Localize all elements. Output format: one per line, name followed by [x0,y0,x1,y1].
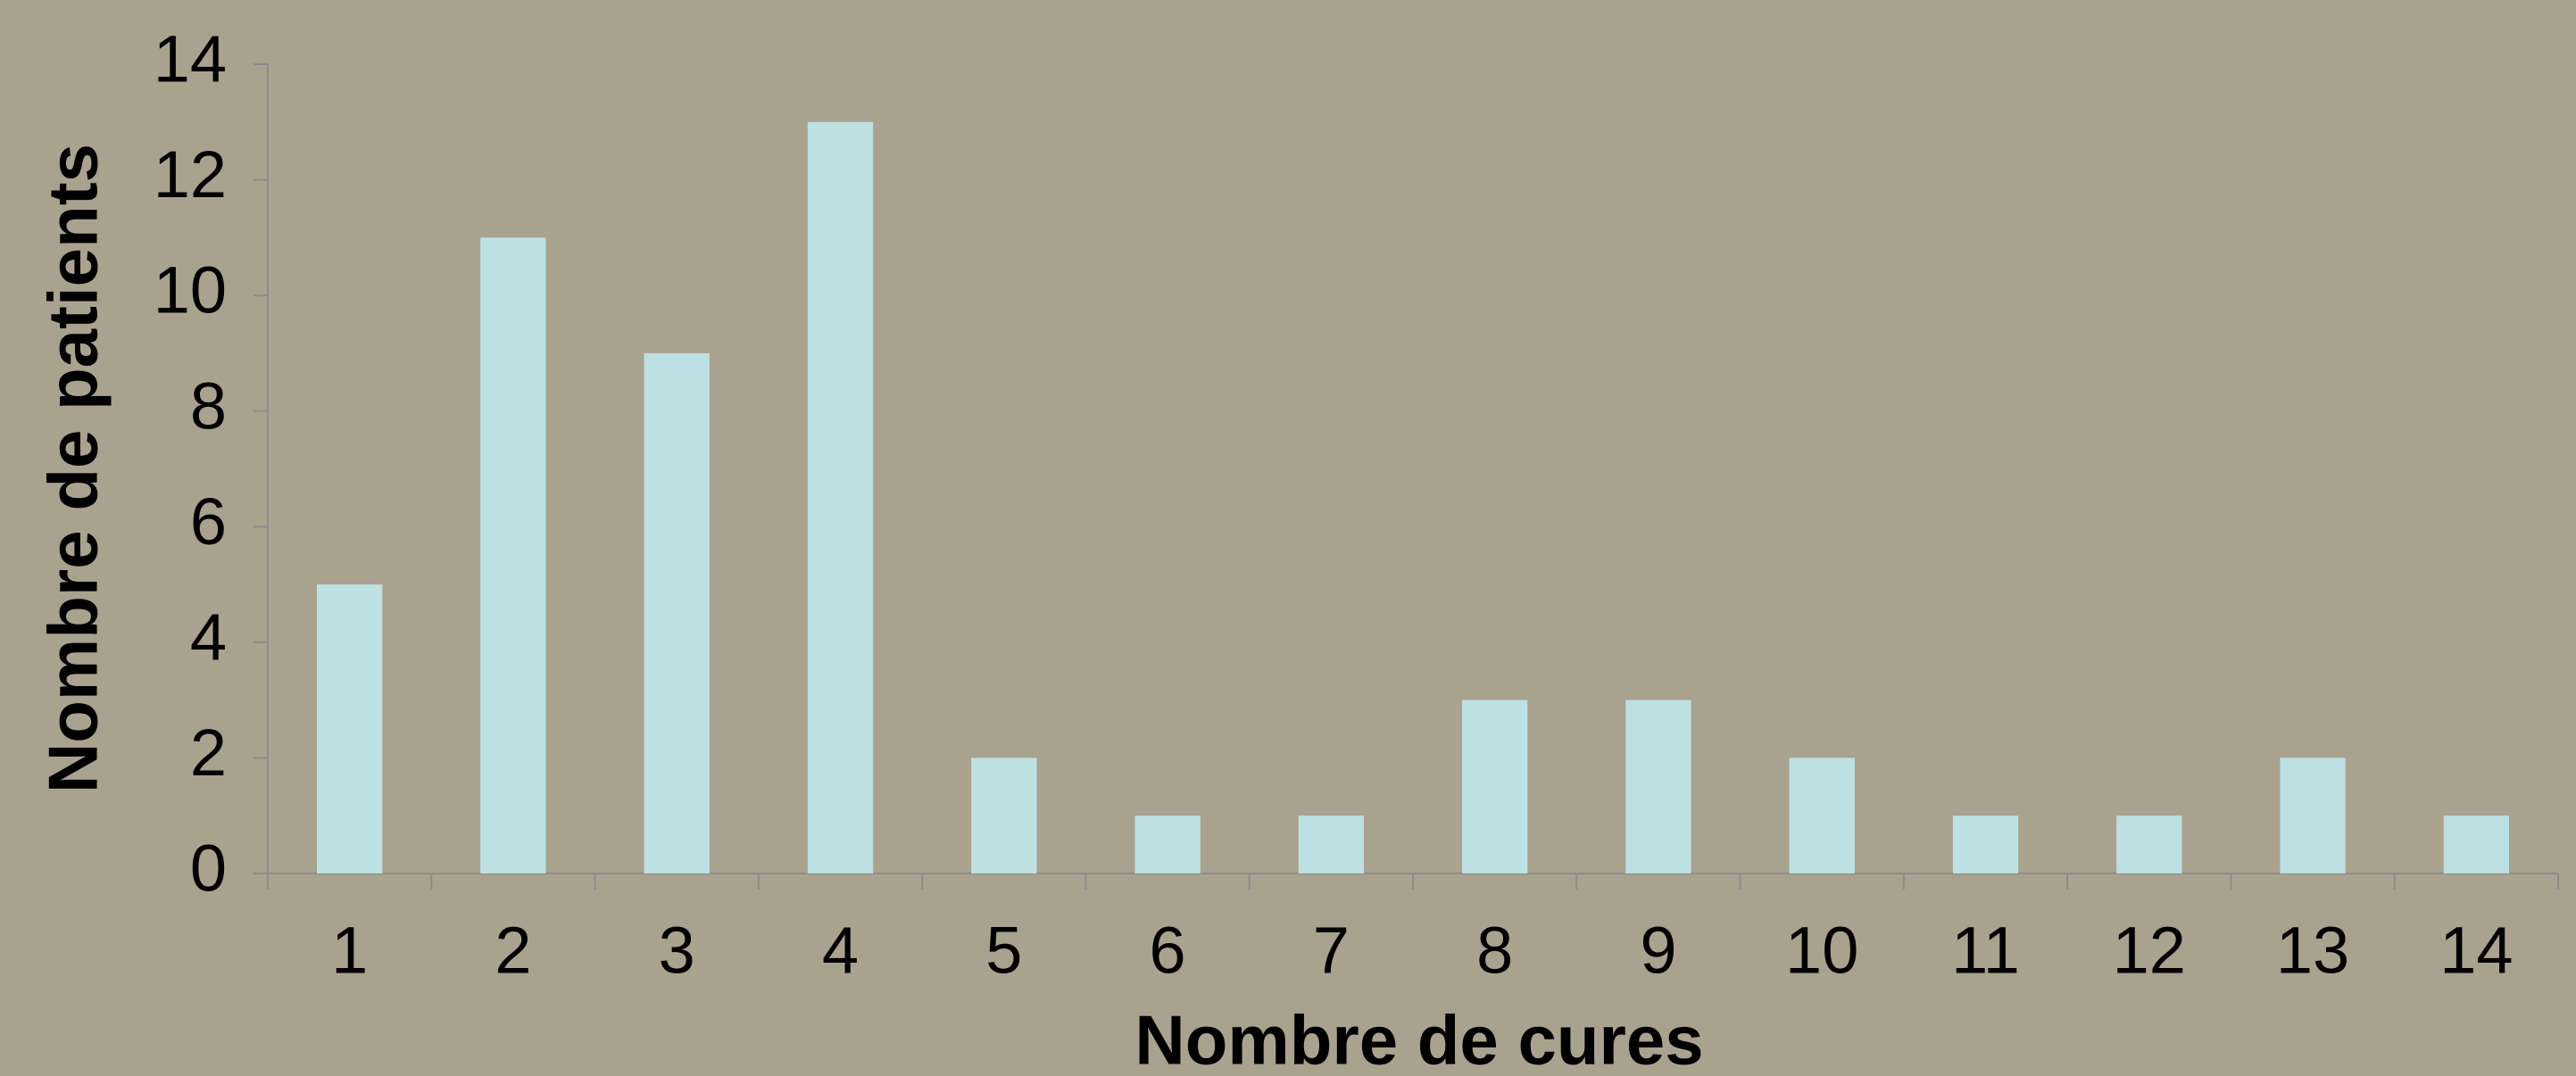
x-tick-label: 2 [494,914,531,988]
x-tick-label: 8 [1476,914,1513,988]
bar [2116,815,2182,873]
bar [1625,699,1691,873]
y-axis-label: Nombre de patients [34,144,112,793]
y-tick-label: 8 [190,368,227,443]
x-tick-label: 5 [985,914,1022,988]
x-tick-label: 10 [1785,914,1858,988]
x-axis-label: Nombre de cures [1134,1001,1703,1076]
bar [971,757,1037,873]
bar [1298,815,1365,873]
x-tick-label: 11 [1951,914,2020,988]
x-tick-label: 12 [2113,914,2186,988]
bar [644,352,710,873]
bar [2280,757,2346,873]
x-tick-label: 4 [822,914,859,988]
y-tick-label: 2 [190,716,227,790]
bar [316,584,383,873]
y-tick-label: 12 [154,137,227,211]
y-tick-label: 14 [154,22,227,96]
x-tick-label: 13 [2276,914,2349,988]
bar [807,121,874,874]
x-tick-label: 1 [331,914,368,988]
bar [1952,815,2019,873]
x-tick-label: 3 [659,914,695,988]
bar [1789,757,1855,873]
y-tick-label: 6 [190,484,227,559]
bar [480,237,546,873]
bar [2443,815,2510,873]
y-tick-label: 0 [190,832,227,906]
bar [1461,699,1528,873]
y-tick-label: 10 [154,253,227,327]
x-tick-label: 14 [2439,914,2513,988]
x-tick-label: 9 [1640,914,1676,988]
y-tick-label: 4 [190,600,227,674]
x-tick-label: 6 [1149,914,1185,988]
bar [1134,815,1201,873]
x-tick-label: 7 [1313,914,1350,988]
